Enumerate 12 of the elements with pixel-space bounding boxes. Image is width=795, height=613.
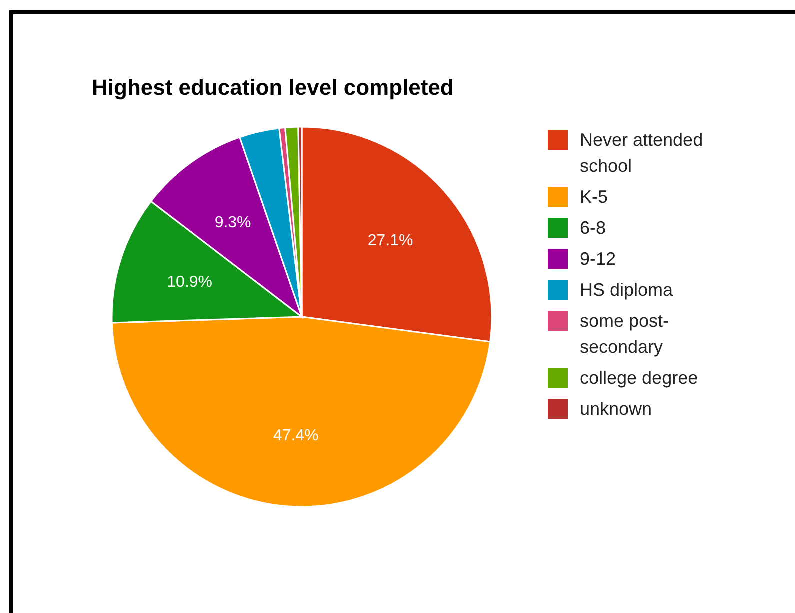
legend-label: Never attended school bbox=[580, 130, 704, 176]
legend-label: unknown bbox=[580, 399, 652, 419]
data-label: 10.9% bbox=[167, 274, 213, 291]
chart-title: Highest education level completed bbox=[92, 75, 454, 100]
data-label: 9.3% bbox=[214, 214, 252, 232]
legend-label: college degree bbox=[580, 368, 698, 388]
legend-label: 9-12 bbox=[580, 249, 616, 269]
legend-label: HS diploma bbox=[580, 280, 674, 300]
legend-label: 6-8 bbox=[580, 218, 606, 238]
legend-label: K-5 bbox=[580, 187, 608, 207]
data-label: 27.1% bbox=[368, 232, 414, 250]
data-label: 47.4% bbox=[273, 428, 319, 445]
